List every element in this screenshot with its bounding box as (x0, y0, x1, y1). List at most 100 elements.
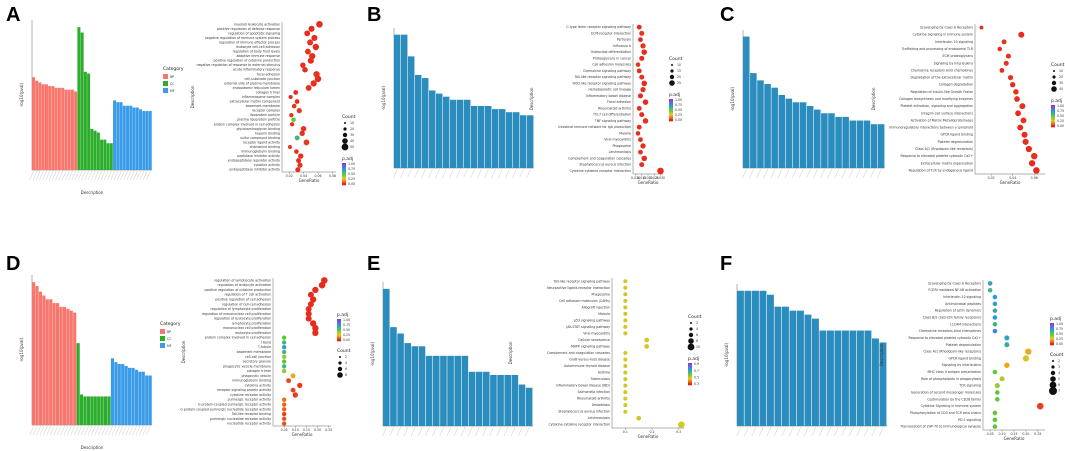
panel-c-bar-bar-reactome-13 (835, 116, 842, 168)
panel-c-dot-category-label-19: Cytokine Signaling in Immune system (913, 33, 973, 37)
panel-d-bar-bar-mf-25 (117, 364, 121, 425)
panel-a-bar-tick-label-11 (65, 170, 70, 181)
panel-f-dot-count-legend-dot-0 (1052, 360, 1054, 362)
panel-c-bar-bar-reactome-15 (849, 120, 857, 168)
panel-c-dot-count-legend-dot-2 (1051, 80, 1057, 86)
panel-f-dot-color-legend-title: p.adj (1050, 316, 1061, 322)
panel-e-dot-category-label-0: Cytokine-cytokine receptor interaction (549, 423, 610, 427)
panel-e-dot-point-4 (623, 396, 628, 401)
panel-b-dot-color-legend-band-7 (669, 111, 673, 114)
panel-e-dot-count-legend-dot-4 (687, 343, 695, 351)
panel-b-dot-color-legend-band-3 (669, 104, 673, 107)
panel-b-dot-point-3 (638, 149, 643, 155)
panel-b-bar-bar-kegg-14 (492, 109, 499, 168)
panel-b-dot-xtick-label-2: 0.020 (643, 176, 652, 180)
panel-a-bar-tick-label-25 (110, 170, 115, 181)
panel-c-bar-tick-label-10 (813, 168, 818, 179)
panel-c-dot-category-label-14: Chemokine receptors bind chemokines (911, 68, 974, 72)
panel-f-bar-bar-reactome-1 (744, 290, 752, 426)
panel-b-dot-color-legend-band-2 (669, 102, 673, 105)
panel-a-dot-color-legend-band-9 (342, 179, 346, 182)
panel-b-bar-bar-kegg-3 (415, 74, 422, 168)
panel-a-bar-tick-label-34 (139, 170, 145, 181)
panel-b-bar-tick-label-4 (421, 168, 426, 179)
panel-a-bar-bar-mf-32 (135, 107, 139, 170)
panel-b-dot-category-label-0: Cytokine-cytokine receptor interaction (570, 169, 631, 173)
panel-e-bar-bar-kegg-1 (390, 327, 397, 426)
panel-a-dot-category-label-15: extracellular matrix component (230, 100, 281, 104)
panel-b-dot-color-legend-tick-1: 0.75 (675, 103, 682, 107)
panel-f-dot-count-legend-dot-4 (1049, 381, 1057, 389)
panel-b-dot-color-legend-band-4 (669, 106, 673, 109)
panel-f-dot-category-label-0: Translocation of ZAP-70 to Immunological… (900, 425, 982, 429)
panel-d-dot-point-1 (281, 416, 287, 422)
panel-f-dot-xtick-label-3: 0.20 (1022, 432, 1029, 436)
panel-f-bar-bar-reactome-4 (767, 294, 774, 426)
panel-d-dot-point-2 (281, 411, 287, 417)
panel-e-dot-color-legend-band-7 (688, 375, 692, 378)
panel-f-dot-count-legend-dot-3 (1050, 376, 1056, 382)
panel-c-dot-color-legend-band-3 (1051, 110, 1055, 113)
panel-f-bar-bar-reactome-2 (752, 290, 759, 426)
panel-e-dot-category-label-6: Inflammatory bowel disease (IBD) (556, 384, 610, 388)
panel-e-bar-bar-kegg-11 (461, 355, 469, 426)
panel-d-dot-point-14 (281, 354, 287, 359)
panel-letter-e: E (367, 253, 381, 275)
panel-c-bar-tick-label-9 (806, 168, 811, 179)
panel-b-dot-category-label-2: Complement and coagulation cascades (568, 156, 631, 160)
panel-b-dot-point-1 (639, 162, 645, 168)
panel-d-dot-point-27 (307, 291, 314, 298)
panel-c-dot-category-label-9: Platelet activation, signaling and aggre… (900, 104, 973, 108)
panel-d-dot-point-7 (290, 387, 296, 393)
panel-b-dot-category-label-11: Focal adhesion (607, 100, 631, 104)
panel-d-bar-legend-title: Category (160, 321, 181, 327)
panel-f-dot-color-legend-band-5 (1050, 332, 1054, 335)
panel-b-dot-point-14 (641, 80, 648, 87)
panel-e-dot-point-17 (623, 311, 628, 316)
panel-a-bar-tick-label-27 (117, 170, 122, 181)
panel-a-dot-point-0 (295, 167, 301, 173)
panel-a-dot-xtick-label-2: 0.06 (314, 174, 321, 178)
panel-d-bar-tick-label-1 (32, 425, 38, 436)
panel-c-bar-tick-label-11 (820, 168, 825, 179)
panel-a-bar-bar-bp-4 (44, 84, 48, 170)
panel-a-bar-tick-label-19 (91, 170, 96, 181)
panel-a-bar-xlabel: Description (81, 190, 104, 195)
panel-d-bar-bar-mf-33 (145, 375, 149, 425)
panel-f-dot-point-16 (992, 315, 998, 320)
panel-c-dot-count-legend-value-1: 20 (1059, 75, 1063, 79)
panel-f-dot-ylabel: Description (879, 343, 884, 366)
panel-b-dot-category-label-16: Chemokine signaling pathway (583, 69, 631, 73)
panel-c-bar-tick-label-0 (742, 168, 747, 179)
panel-c-dot-color-legend-band-1 (1051, 106, 1055, 109)
panel-c-dot-color-legend-tick-2: 0.50 (1057, 114, 1064, 118)
panel-d-dot-color-legend-band-6 (337, 330, 341, 333)
panel-c-dot-count-legend-value-2: 30 (1059, 81, 1063, 85)
panel-f-bar-bar-reactome-10 (812, 318, 819, 426)
panel-f-bar-bar-reactome-9 (804, 314, 812, 426)
panel-a-bar-bar-bp-10 (64, 89, 68, 170)
panel-e-dot-point-10 (623, 357, 628, 362)
panel-f-dot-category-label-10: GPCR ligand binding (948, 356, 981, 360)
panel-d-dot-color-legend-band-9 (337, 335, 341, 338)
panel-f-dot-point-14 (992, 328, 998, 334)
panel-e-dot-category-label-7: Tuberculosis (589, 377, 610, 381)
panel-b-bar-bar-kegg-13 (485, 105, 492, 168)
panel-c-dot-point-4 (1022, 138, 1029, 145)
panel-a-dot-count-legend-value-0: 10 (350, 121, 354, 125)
panel-c-dot-color-legend-band-2 (1051, 108, 1055, 111)
panel-d-dot-point-13 (281, 359, 287, 364)
panel-f-dot-point-19 (992, 294, 998, 300)
panel-f-dot-category-label-3: Cytokine Signaling in Immune system (921, 404, 981, 408)
panel-d-dot-ylabel: Description (181, 340, 186, 363)
panel-a-bar-legend-swatch-bp (163, 74, 168, 79)
panel-d-dot-point-0 (281, 421, 287, 426)
panel-a-dot-color-legend-band-6 (342, 174, 346, 177)
panel-e-dot: Cytokine-cytokine receptor interaction Le… (508, 278, 702, 439)
panel-a-dot-color-legend-band-7 (342, 175, 346, 178)
panel-a-dot-point-4 (294, 149, 299, 154)
panel-d-dot-category-label-14: cell-cell junction (245, 355, 271, 359)
panel-d-bar-bar-cc-13 (76, 343, 80, 425)
panel-d-dot-color-legend-band-5 (337, 328, 341, 331)
panel-b-bar-tick-label-3 (414, 168, 419, 179)
